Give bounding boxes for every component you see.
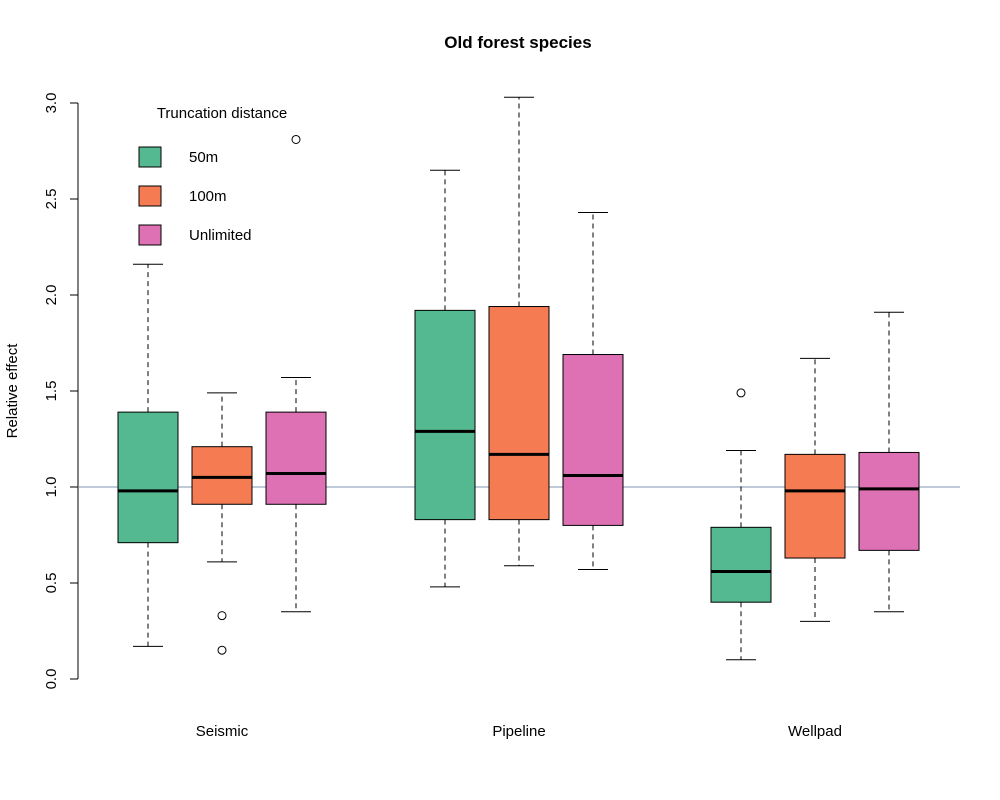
box-iqr (265, 411, 327, 505)
category-label-pipeline: Pipeline (492, 723, 545, 740)
outlier-point (736, 388, 746, 398)
box-seismic-50m (117, 263, 179, 647)
box-iqr (784, 453, 846, 559)
outlier-point (291, 134, 301, 144)
box-iqr (414, 309, 476, 521)
x-axis-category-labels: Seismic Pipeline Wellpad (196, 723, 842, 740)
y-tick-label: 2.5 (43, 189, 60, 210)
legend-item-100m: 100m (138, 185, 227, 207)
y-axis: 0.0 0.5 1.0 1.5 2.0 2.5 3.0 (43, 93, 79, 690)
box-iqr (117, 411, 179, 544)
legend-item-unlimited: Unlimited (138, 224, 252, 246)
box-pipeline-50m (414, 169, 476, 588)
y-tick-label: 1.0 (43, 477, 60, 498)
legend-label: 50m (189, 149, 218, 166)
box-wellpad-unlimited (858, 311, 920, 613)
y-tick-label: 2.0 (43, 285, 60, 306)
series-50m (117, 169, 772, 661)
box-iqr (562, 354, 624, 526)
box-pipeline-100m (488, 96, 550, 567)
box-seismic-100m (191, 392, 253, 655)
box-iqr (710, 526, 772, 603)
box-seismic-unlimited (265, 134, 327, 613)
legend-swatch (138, 224, 162, 246)
category-label-seismic: Seismic (196, 723, 249, 740)
chart-title: Old forest species (444, 33, 591, 52)
box-wellpad-100m (784, 357, 846, 622)
series-100m (191, 96, 846, 655)
category-label-wellpad: Wellpad (788, 723, 842, 740)
box-iqr (488, 306, 550, 521)
y-tick-label: 0.0 (43, 669, 60, 690)
box-iqr (191, 446, 253, 505)
outlier-point (217, 645, 227, 655)
y-tick-label: 3.0 (43, 93, 60, 114)
y-tick-label: 1.5 (43, 381, 60, 402)
y-tick-label: 0.5 (43, 573, 60, 594)
box-wellpad-50m (710, 388, 772, 661)
legend-label: 100m (189, 188, 227, 205)
legend-swatch (138, 146, 162, 168)
legend-item-50m: 50m (138, 146, 218, 168)
legend-title: Truncation distance (157, 105, 287, 122)
boxplot-series-group (117, 96, 920, 661)
legend-swatch (138, 185, 162, 207)
legend: Truncation distance 50m 100m Unlimited (138, 105, 287, 246)
y-axis-label: Relative effect (4, 343, 21, 439)
outlier-point (217, 611, 227, 621)
legend-label: Unlimited (189, 227, 252, 244)
series-unlimited (265, 134, 920, 613)
box-pipeline-unlimited (562, 211, 624, 571)
box-iqr (858, 451, 920, 551)
